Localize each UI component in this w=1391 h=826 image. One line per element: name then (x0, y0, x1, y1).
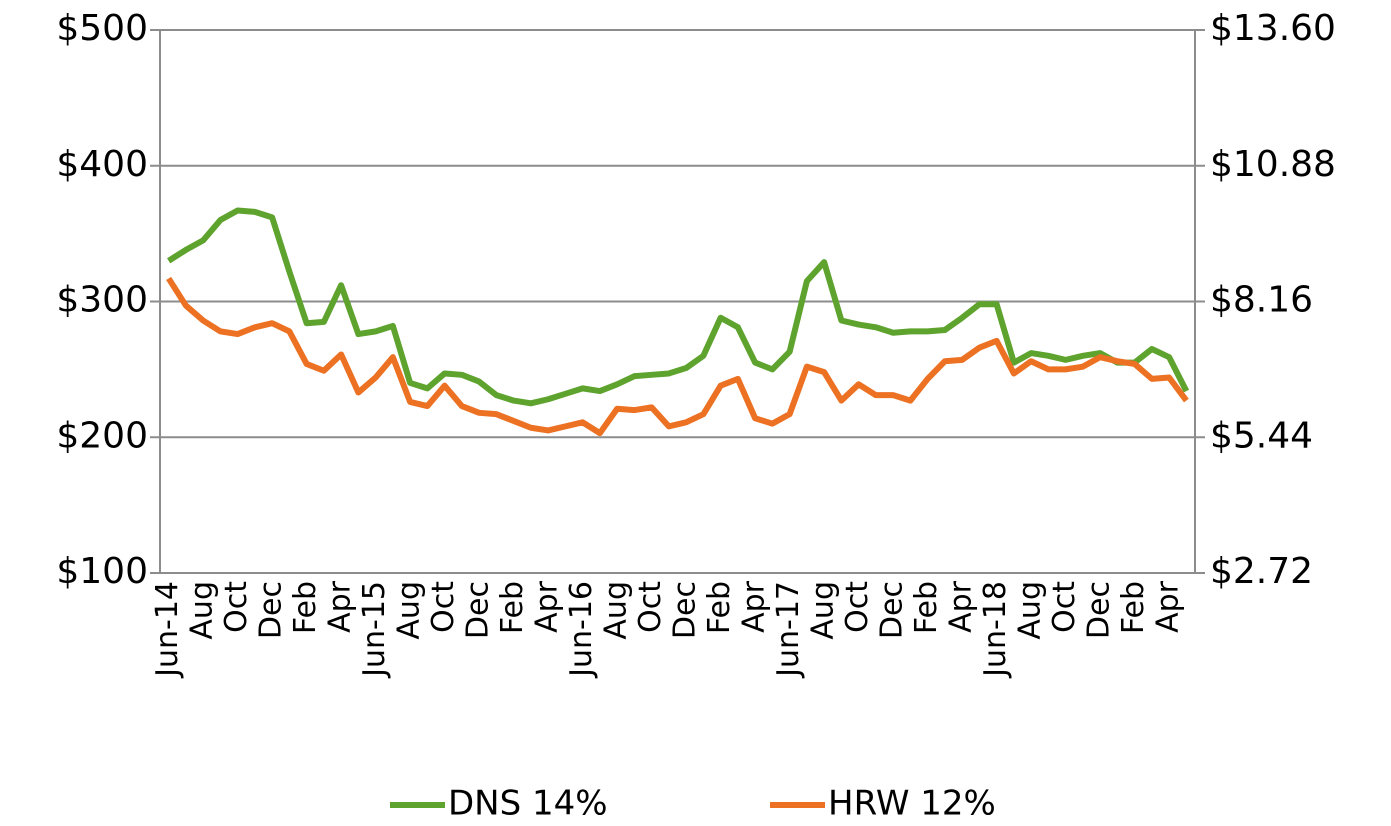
y2-tick-label: $8.16 (1210, 280, 1313, 321)
x-tick-label: Dec (1082, 581, 1117, 639)
line-series (166, 276, 1189, 437)
y-tick-label: $200 (56, 415, 148, 456)
x-tick-label: Aug (806, 581, 841, 640)
x-tick-label: Jun-14 (150, 581, 185, 679)
x-tick-label: Feb (1116, 581, 1151, 634)
x-tick-label: Oct (840, 581, 875, 633)
x-tick-label: Apr (737, 580, 772, 633)
x-tick-label: Apr (530, 580, 565, 633)
y2-tick-label: $5.44 (1210, 415, 1313, 456)
x-tick-label: Jun-15 (357, 581, 392, 679)
x-tick-label: Feb (288, 581, 323, 634)
x-tick-label: Dec (254, 581, 289, 639)
x-tick-label: Apr (323, 580, 358, 633)
x-tick-label: Feb (909, 581, 944, 634)
x-tick-label: Feb (702, 581, 737, 634)
line-series (167, 207, 1190, 407)
x-tick-label: Dec (875, 581, 910, 639)
y-tick-label: $500 (56, 8, 148, 49)
legend-label: DNS 14% (448, 784, 608, 824)
x-tick-label: Feb (495, 581, 530, 634)
x-tick-label: Jun-18 (978, 581, 1013, 679)
x-tick-label: Dec (668, 581, 703, 639)
x-tick-label: Oct (219, 581, 254, 633)
x-tick-label: Jun-17 (771, 581, 806, 679)
x-tick-label: Apr (1151, 580, 1186, 633)
x-tick-label: Dec (461, 581, 496, 639)
y2-tick-label: $10.88 (1210, 144, 1336, 185)
y-tick-label: $300 (56, 280, 148, 321)
x-tick-label: Aug (185, 581, 220, 640)
x-tick-label: Aug (392, 581, 427, 640)
x-tick-label: Oct (633, 581, 668, 633)
x-tick-label: Jun-16 (564, 581, 599, 679)
x-tick-label: Oct (1047, 581, 1082, 633)
x-tick-label: Aug (599, 581, 634, 640)
y2-tick-label: $13.60 (1210, 8, 1336, 49)
y2-tick-label: $2.72 (1210, 551, 1313, 592)
x-tick-label: Aug (1013, 581, 1048, 640)
y-tick-label: $100 (56, 551, 148, 592)
legend-label: HRW 12% (828, 784, 996, 824)
x-tick-label: Apr (944, 580, 979, 633)
y-tick-label: $400 (56, 144, 148, 185)
x-tick-label: Oct (426, 581, 461, 633)
